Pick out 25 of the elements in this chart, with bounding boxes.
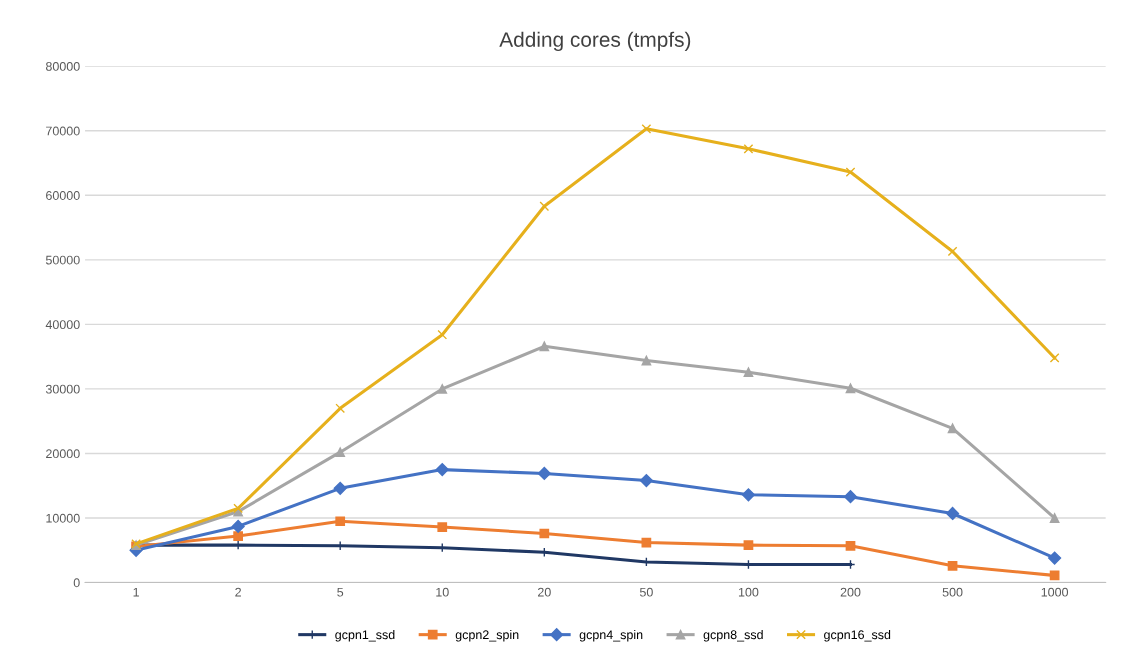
y-tick-label: 40000 xyxy=(45,320,80,330)
x-tick-label: 2 xyxy=(235,587,241,597)
y-tick-label: 60000 xyxy=(46,191,80,200)
y-tick-label: 50000 xyxy=(45,255,80,265)
x-tick-label: 200 xyxy=(840,587,861,597)
y-tick-label: 70000 xyxy=(46,126,80,136)
legend-label: gcpn8_ssd xyxy=(703,629,763,642)
legend-label: gcpn16_ssd xyxy=(824,629,891,642)
y-tick-label: 20000 xyxy=(46,449,80,459)
x-tick-label: 100 xyxy=(738,587,759,597)
x-tick-label: 20 xyxy=(538,587,551,597)
x-tick-label: 500 xyxy=(942,587,963,597)
chart-title: Adding cores (tmpfs) xyxy=(499,31,691,52)
legend-label: gcpn2_spin xyxy=(455,629,519,642)
x-tick-label: 5 xyxy=(337,587,344,597)
legend-label: gcpn1_ssd xyxy=(335,629,395,642)
y-tick-label: 10000 xyxy=(46,513,80,523)
x-tick-label: 50 xyxy=(639,587,653,597)
legend-label: gcpn4_spin xyxy=(579,629,643,642)
x-tick-label: 1 xyxy=(133,587,139,597)
x-tick-label: 10 xyxy=(436,587,449,597)
x-tick-label: 1000 xyxy=(1041,587,1069,597)
y-tick-label: 80000 xyxy=(45,62,80,71)
y-tick-label: 0 xyxy=(73,578,80,588)
y-tick-label: 30000 xyxy=(45,384,80,394)
